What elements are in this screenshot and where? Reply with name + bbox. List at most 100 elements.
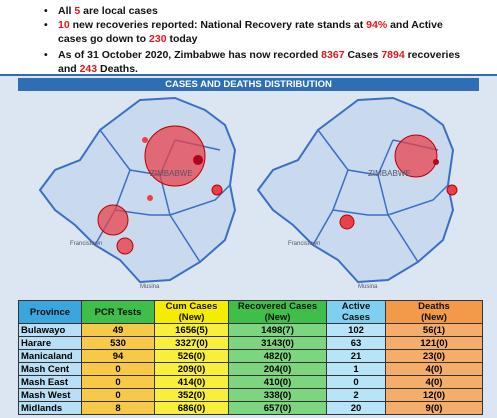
map-label: ZIMBABWE [150,169,193,178]
bullet-text: new recoveries reported: National Recove… [69,19,367,31]
map: ZIMBABWE Francistown Musina [256,96,458,290]
table-cell: 102 [326,323,386,337]
table-cell: Bulawayo [18,323,82,337]
table-cell: 49 [81,323,155,337]
table-cell: Midlands [18,401,82,415]
header-text: (New) [421,312,447,323]
table-cell: 352(0) [154,388,229,402]
death-bubble [433,159,439,165]
table-cell: 414(0) [154,375,229,389]
map: ZIMBABWE Francistown Musina [38,96,237,290]
table-cell: 686(0) [154,401,229,415]
case-bubble [147,195,153,201]
header-text: (New) [264,312,291,323]
table-cell: 21 [326,349,386,363]
map-outline [256,96,455,284]
table-cell: 530 [81,336,155,350]
header-cell: Recovered Cases (New) [228,300,327,324]
bullet-text: Deaths. [97,63,138,75]
header-cell: PCR Tests [81,300,155,324]
table-cell: 0 [326,375,386,389]
table-cell: 209(0) [154,362,229,376]
summary-panel: All 5 are local cases10 new recoveries r… [0,0,497,76]
table-cell: 1656(5) [154,323,229,337]
header-text: Cases [342,312,370,323]
table-cell: 2 [326,388,386,402]
header-text: Recovered Cases [237,301,318,312]
bullet-text: 10 [58,19,70,31]
table-cell: 4(0) [385,375,483,389]
table-cell: 23(0) [385,349,483,363]
table-cell: 1 [326,362,386,376]
table-cell: 4(0) [385,362,483,376]
map-outline [38,96,237,284]
header-cell: Deaths (New) [385,300,483,324]
table-row: Mash Cent 0 209(0) 204(0) 1 4(0) [18,362,483,376]
table-cell: 3143(0) [228,336,327,350]
table-row: Manicaland 94 526(0) 482(0) 21 23(0) [18,349,483,363]
table-cell: 9(0) [385,401,483,415]
table-row: Midlands 8 686(0) 657(0) 20 9(0) [18,401,483,415]
bullet: As of 31 October 2020, Zimbabwe has now … [44,48,468,76]
bullet: All 5 are local cases [44,4,468,18]
table-cell: 204(0) [228,362,327,376]
section-title: CASES AND DEATHS DISTRIBUTION [18,78,479,91]
table-cell: 3327(0) [154,336,229,350]
table-cell: 8 [81,401,155,415]
bullet-text: 94% [366,19,388,31]
table-cell: 94 [81,349,155,363]
death-bubble [193,155,203,165]
header-cell: Active Cases [326,300,386,324]
table-row: Mash West 0 352(0) 338(0) 2 12(0) [18,388,483,402]
province-borders [312,129,449,263]
header-cell: Province [18,300,82,324]
bullet-text: today [166,33,198,45]
table-cell: Mash West [18,388,82,402]
table-cell: Manicaland [18,349,82,363]
bullet-text: 243 [79,63,98,75]
map-label: Musina [140,284,160,290]
table-cell: 338(0) [228,388,327,402]
case-bubble [144,125,206,187]
table-cell: 410(0) [228,375,327,389]
header-text: Deaths [418,301,450,312]
table-cell: Harare [18,336,82,350]
header-text: PCR Tests [94,306,142,318]
bullet-text: are local cases [80,5,158,17]
table-cell: 657(0) [228,401,327,415]
table-cell: 482(0) [228,349,327,363]
case-bubble [211,184,223,196]
table-cell: Mash Cent [18,362,82,376]
table-cell: 0 [81,362,155,376]
map-label: Musina [358,284,378,290]
table-row: Harare 530 3327(0) 3143(0) 63 121(0) [18,336,483,350]
map-label: ZIMBABWE [368,169,411,178]
table-cell: 0 [81,388,155,402]
header-text: Cum Cases [165,301,218,312]
bullet-text: recoveries and [58,49,461,75]
header-row: Province PCR Tests Cum Cases (New) Recovered… [18,300,483,324]
table-cell: 12(0) [385,388,483,402]
bullet-text: Cases [344,49,382,61]
map-label: Francistown [70,241,102,247]
death-bubble [394,134,438,178]
bullet-text: 230 [149,33,167,45]
table-row: Mash East 0 414(0) 410(0) 0 4(0) [18,375,483,389]
province-table: Province PCR Tests Cum Cases (New) Recovered… [18,300,483,415]
bullet: 10 new recoveries reported: National Rec… [44,18,468,46]
table-cell: 0 [81,375,155,389]
bullet-text: All [58,5,75,17]
maps: ZIMBABWE Francistown Musina ZIMBABWE Franci… [38,96,458,290]
case-bubble [116,237,134,255]
header-text: (New) [178,312,205,323]
case-bubble [97,204,129,236]
bullet-text: and Active cases go down to [58,19,443,45]
header-text: Active [341,301,371,312]
death-bubble [339,214,355,230]
table-cell: 1498(7) [228,323,327,337]
case-bubble [142,137,148,143]
header-cell: Cum Cases (New) [154,300,229,324]
bullet-text: 7894 [381,49,405,61]
table-cell: 56(1) [385,323,483,337]
